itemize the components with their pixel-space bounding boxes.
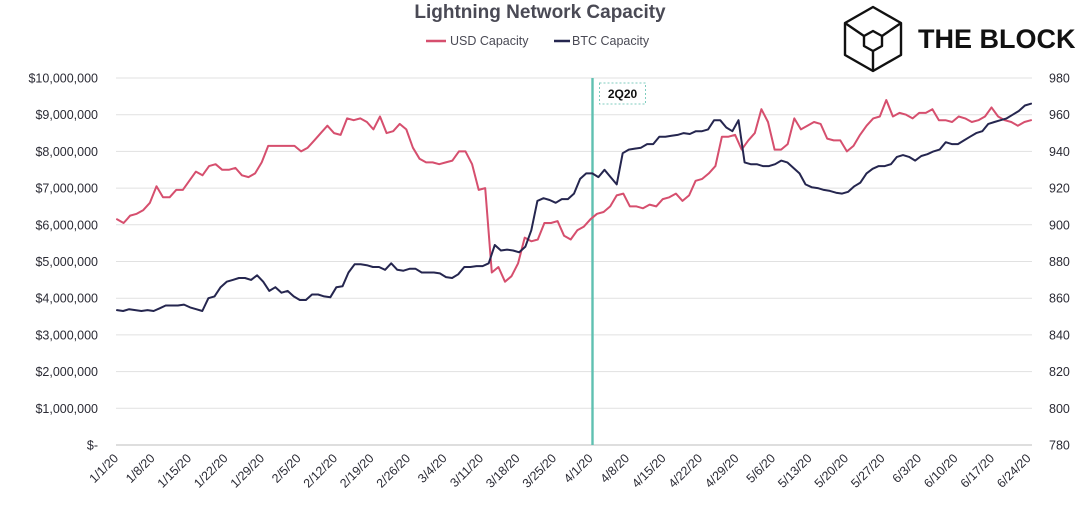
x-axis: 1/1/20 1/8/201/15/201/22/201/29/20 2/5/202…	[87, 444, 1034, 491]
y-left-tick-label: $3,000,000	[35, 328, 98, 342]
y-left-tick-label: $4,000,000	[35, 292, 98, 306]
gridlines	[116, 77, 1032, 446]
legend: USD Capacity BTC Capacity	[426, 34, 650, 48]
x-tick-label: 3/18/20	[483, 451, 522, 490]
annotation-box	[599, 82, 646, 105]
x-tick-label: 1/22/20	[191, 451, 230, 490]
y-right-tick-label: 800	[1049, 402, 1070, 416]
y-right-tick-label: 840	[1049, 328, 1070, 342]
x-tick-label: 2/12/20	[301, 451, 340, 490]
legend-btc-label: BTC Capacity	[572, 34, 650, 48]
x-tick-label: 3/4/20	[415, 451, 450, 486]
x-tick-label: 2/26/20	[374, 451, 413, 490]
x-tick-label: 6/17/20	[958, 451, 997, 490]
y-left-tick-label: $10,000,000	[28, 72, 98, 86]
x-tick-label: 5/6/20	[744, 451, 779, 486]
y-right-tick-label: 940	[1049, 145, 1070, 159]
y-right-tick-label: 880	[1049, 255, 1070, 269]
y-right-tick-label: 780	[1049, 439, 1070, 453]
x-tick-label: 4/22/20	[666, 451, 705, 490]
chart-title: Lightning Network Capacity	[414, 2, 666, 23]
y-left-tick-label: $8,000,000	[35, 145, 98, 159]
logo-text: THE BLOCK	[918, 24, 1076, 54]
x-tick-label: 3/11/20	[447, 451, 486, 490]
the-block-logo: THE BLOCK	[843, 5, 1076, 73]
y-left-tick-label: $9,000,000	[35, 108, 98, 122]
y-left-tick-label: $2,000,000	[35, 365, 98, 379]
y-right-tick-label: 820	[1049, 365, 1070, 379]
y-right-tick-label: 860	[1049, 292, 1070, 306]
quarter-annotation: 2Q20	[591, 78, 646, 445]
y-left-tick-label: $-	[87, 439, 98, 453]
x-tick-label: 3/25/20	[520, 451, 559, 490]
x-tick-label: 6/3/20	[890, 451, 925, 486]
right-axis-ticks: 780 800 820 840 860 880 900 920 940 960 980	[1049, 72, 1070, 453]
y-left-tick-label: $5,000,000	[35, 255, 98, 269]
x-tick-label: 5/20/20	[812, 451, 851, 490]
x-tick-label: 2/5/20	[269, 451, 304, 486]
x-tick-label: 4/1/20	[561, 451, 596, 486]
y-left-tick-label: $6,000,000	[35, 218, 98, 232]
x-tick-label: 1/29/20	[228, 451, 267, 490]
btc-capacity-line	[116, 102, 1032, 312]
usd-capacity-line	[116, 99, 1032, 283]
annotation-label: 2Q20	[608, 87, 638, 101]
x-tick-label: 4/15/20	[629, 451, 668, 490]
x-tick-label: 1/8/20	[123, 451, 158, 486]
x-tick-label: 6/10/20	[921, 451, 960, 490]
x-tick-label: 1/1/20	[87, 451, 122, 486]
x-tick-label: 1/15/20	[155, 451, 194, 490]
y-right-tick-label: 900	[1049, 218, 1070, 232]
x-tick-label: 5/27/20	[848, 451, 887, 490]
y-left-tick-label: $1,000,000	[35, 402, 98, 416]
series-lines	[116, 99, 1032, 312]
cube-logo-icon	[843, 5, 903, 73]
y-right-tick-label: 920	[1049, 182, 1070, 196]
left-axis-ticks: $- $1,000,000 $2,000,000 $3,000,000 $4,000,0…	[28, 72, 98, 453]
x-tick-label: 2/19/20	[337, 451, 376, 490]
x-tick-label: 4/8/20	[598, 451, 633, 486]
y-right-tick-label: 980	[1049, 72, 1070, 86]
x-tick-label: 4/29/20	[702, 451, 741, 490]
legend-usd-label: USD Capacity	[450, 34, 529, 48]
x-tick-label: 6/24/20	[994, 451, 1033, 490]
y-right-tick-label: 960	[1049, 108, 1070, 122]
x-tick-label: 5/13/20	[775, 451, 814, 490]
y-left-tick-label: $7,000,000	[35, 182, 98, 196]
